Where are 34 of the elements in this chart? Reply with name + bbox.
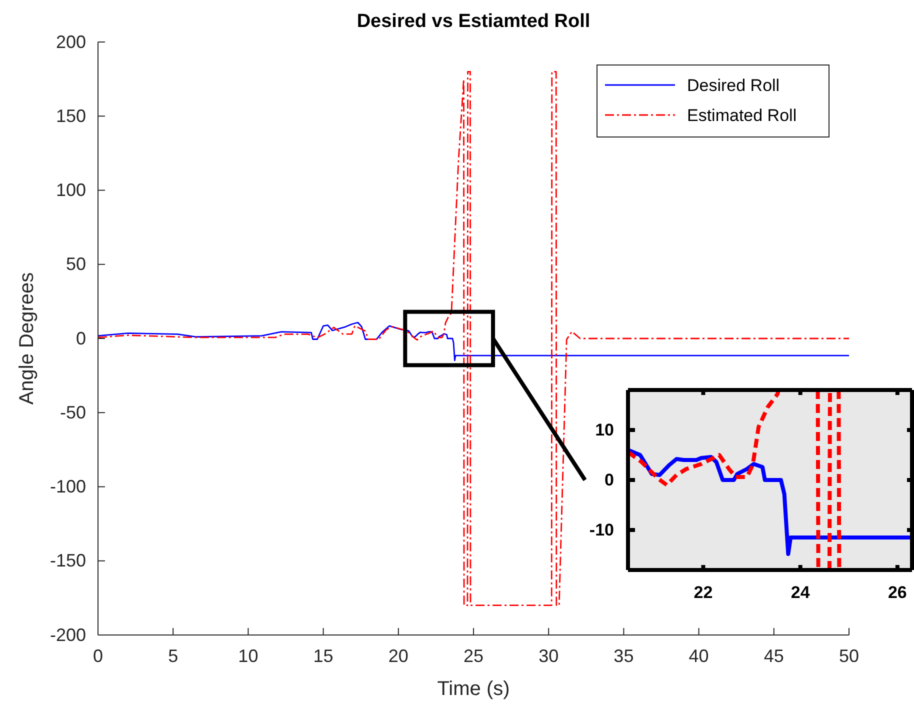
y-tick-label: 10 — [595, 420, 614, 440]
x-tick-label: 30 — [538, 646, 559, 666]
x-tick-label: 5 — [168, 646, 178, 666]
y-tick-label: -200 — [50, 624, 86, 645]
line-series — [98, 322, 849, 362]
y-tick-label: -50 — [60, 402, 86, 422]
x-tick-label: 20 — [388, 646, 408, 666]
x-tick-label: 0 — [92, 646, 104, 666]
y-tick-label: 150 — [56, 106, 86, 126]
line-series — [628, 448, 912, 556]
y-tick-label: 200 — [56, 32, 86, 52]
x-tick-label: 24 — [790, 583, 810, 602]
y-tick-label: 50 — [66, 254, 86, 274]
x-axis-title: Time (s) — [437, 678, 510, 700]
y-tick-label: 0 — [76, 328, 86, 348]
y-tick-label: -150 — [50, 550, 86, 571]
x-tick-label: 10 — [238, 646, 258, 666]
line-series — [98, 70, 849, 606]
y-axis-title: Angle Degrees — [16, 272, 38, 405]
x-tick-label: 35 — [614, 646, 634, 666]
legend-label: Desired Roll — [687, 76, 780, 95]
chart-title: Desired vs Estiamted Roll — [356, 11, 590, 32]
legend-label: Estimated Roll — [687, 106, 797, 125]
x-tick-label: 26 — [888, 583, 907, 602]
x-tick-label: 22 — [694, 583, 713, 602]
y-tick-label: 100 — [56, 180, 86, 200]
x-tick-label: 15 — [313, 646, 334, 666]
y-tick-label: -10 — [589, 520, 614, 540]
y-tick-label: -100 — [50, 476, 86, 497]
y-tick-label: 0 — [604, 470, 614, 490]
x-tick-label: 25 — [463, 646, 484, 666]
x-tick-label: 45 — [764, 646, 784, 666]
x-tick-label: 40 — [688, 646, 709, 666]
x-tick-label: 50 — [838, 646, 860, 666]
